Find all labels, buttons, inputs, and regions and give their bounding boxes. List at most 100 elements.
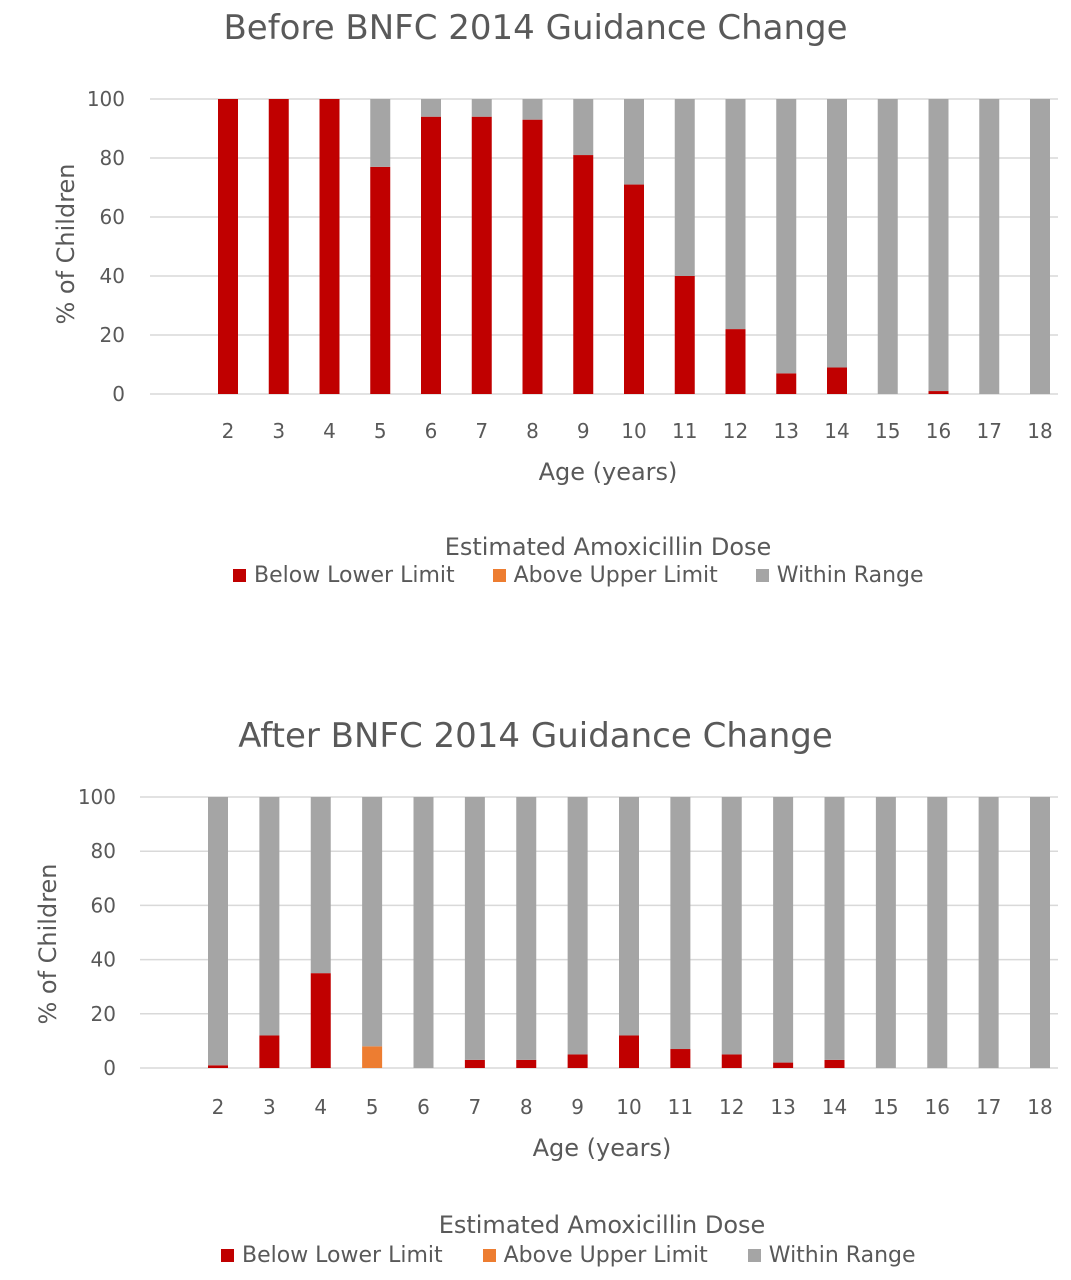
x-tick-label: 13 — [770, 1095, 795, 1119]
x-tick-label: 4 — [323, 419, 336, 443]
y-tick-label: 20 — [100, 323, 125, 347]
bar-segment-within — [721, 797, 742, 1055]
legend-item-below: Below Lower Limit — [233, 563, 455, 588]
bar-segment-within — [875, 797, 896, 1068]
legend-label-below: Below Lower Limit — [242, 1243, 443, 1268]
legend-item-below: Below Lower Limit — [221, 1243, 443, 1268]
x-tick-label: 2 — [212, 1095, 225, 1119]
bar-segment-below — [776, 373, 797, 394]
bar-segment-within — [522, 99, 543, 120]
bar-segment-within — [567, 797, 588, 1055]
legend-title: Estimated Amoxicillin Dose — [438, 1211, 766, 1239]
x-tick-label: 14 — [824, 419, 849, 443]
x-tick-label: 3 — [272, 419, 285, 443]
bar-segment-below — [674, 276, 695, 394]
x-tick-label: 15 — [873, 1095, 898, 1119]
bar-segment-within — [1030, 99, 1050, 394]
x-tick-label: 6 — [425, 419, 438, 443]
bar-segment-within — [573, 99, 594, 156]
chart-title: Before BNFC 2014 Guidance Change — [223, 8, 848, 48]
bar-segment-below — [464, 1059, 485, 1068]
bar-segment-within — [619, 797, 639, 1036]
bar-segment-within — [624, 99, 644, 185]
bar-segment-within — [877, 99, 898, 394]
legend-label-within: Within Range — [768, 1243, 916, 1268]
bar-segment-below — [725, 329, 746, 394]
bar-segment-within — [978, 797, 999, 1068]
bar-segment-below — [573, 155, 594, 394]
x-tick-label: 12 — [723, 419, 748, 443]
bar-segment-below — [567, 1054, 588, 1068]
legend-swatch-below — [221, 1249, 234, 1262]
x-tick-label: 4 — [314, 1095, 327, 1119]
bar-segment-below — [624, 184, 644, 394]
legend-label-above: Above Upper Limit — [503, 1243, 708, 1268]
x-axis-label: Age (years) — [532, 1134, 672, 1162]
legend-item-above: Above Upper Limit — [492, 563, 718, 588]
bar-segment-within — [979, 99, 1000, 394]
bar-segment-within — [471, 99, 492, 117]
x-tick-label: 9 — [571, 1095, 584, 1119]
y-tick-label: 100 — [87, 87, 125, 111]
bar-segment-below — [619, 1035, 639, 1068]
legend-swatch-above — [482, 1249, 496, 1262]
x-tick-label: 16 — [926, 419, 951, 443]
bar-segment-within — [927, 797, 948, 1068]
x-tick-label: 10 — [621, 419, 646, 443]
bar-segment-below — [268, 99, 289, 394]
legend-swatch-above — [492, 569, 506, 582]
legend-item-within: Within Range — [755, 563, 924, 588]
x-tick-label: 11 — [668, 1095, 693, 1119]
bar-segment-within — [362, 797, 383, 1047]
x-tick-label: 7 — [469, 1095, 482, 1119]
bar-segment-below — [319, 99, 340, 394]
y-tick-label: 80 — [100, 146, 125, 170]
legend-title: Estimated Amoxicillin Dose — [444, 533, 772, 561]
bar-segment-within — [516, 797, 537, 1060]
bar-segment-below — [370, 166, 391, 394]
legend: Below Lower Limit Above Upper Limit With… — [221, 1243, 916, 1268]
bar-segment-within — [421, 99, 441, 117]
bar-segment-within — [464, 797, 485, 1060]
legend-item-within: Within Range — [747, 1243, 916, 1268]
x-tick-label: 14 — [822, 1095, 847, 1119]
bar-segment-within — [674, 99, 695, 276]
x-tick-label: 10 — [616, 1095, 641, 1119]
legend-item-above: Above Upper Limit — [482, 1243, 708, 1268]
bar-segment-below — [670, 1049, 691, 1068]
legend-swatch-below — [233, 569, 246, 582]
bar-segment-below — [928, 391, 949, 394]
y-tick-label: 0 — [103, 1056, 116, 1080]
x-tick-label: 9 — [577, 419, 590, 443]
bar-segment-below — [421, 116, 441, 394]
x-tick-label: 16 — [925, 1095, 950, 1119]
bar-segment-within — [824, 797, 845, 1060]
bar-segment-within — [827, 99, 847, 368]
bar-segment-below — [218, 99, 238, 394]
legend-label-below: Below Lower Limit — [254, 563, 455, 588]
bar-segment-below — [827, 367, 847, 394]
chart-after: After BNFC 2014 Guidance Change % of Chi… — [0, 640, 1071, 1280]
x-tick-label: 12 — [719, 1095, 744, 1119]
chart-before: Before BNFC 2014 Guidance Change % of Ch… — [52, 8, 1058, 588]
legend-swatch-within — [747, 1249, 761, 1262]
bar-segment-below — [721, 1054, 742, 1068]
x-axis-label: Age (years) — [538, 458, 678, 486]
bar-segment-below — [259, 1035, 280, 1068]
bar-segment-within — [670, 797, 691, 1050]
x-tick-label: 2 — [222, 419, 235, 443]
x-tick-label: 3 — [263, 1095, 276, 1119]
x-tick-label: 8 — [526, 419, 539, 443]
bar-segment-below — [310, 973, 331, 1068]
x-tick-label: 5 — [374, 419, 387, 443]
x-tick-label: 11 — [672, 419, 697, 443]
y-tick-label: 40 — [91, 948, 116, 972]
bar-segment-within — [776, 99, 797, 374]
bar-segment-above — [362, 1046, 383, 1068]
bar-segment-within — [310, 797, 331, 974]
legend-label-within: Within Range — [776, 563, 924, 588]
legend-swatch-within — [755, 569, 769, 582]
x-tick-label: 7 — [475, 419, 488, 443]
bar-segment-within — [773, 797, 794, 1063]
y-tick-label: 80 — [91, 839, 116, 863]
